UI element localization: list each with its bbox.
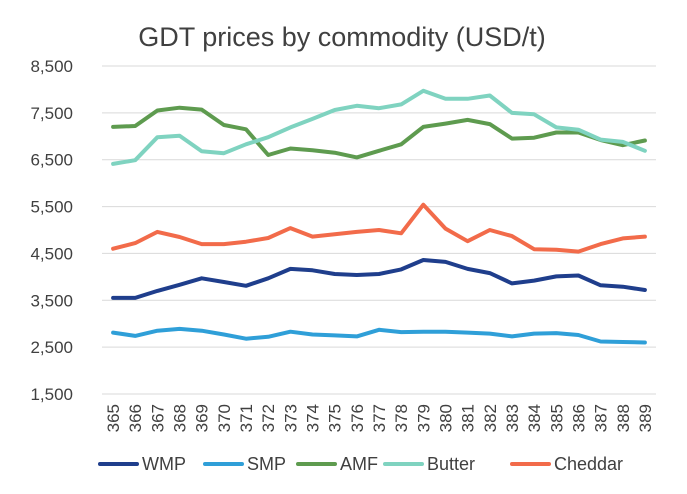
- x-tick-label: 373: [281, 404, 300, 432]
- x-tick-label: 383: [503, 404, 522, 432]
- legend-label-wmp: WMP: [142, 454, 186, 474]
- x-axis-ticks: 365 366 367 368 369 370 371 372 373 374 375 376 377 3…: [104, 404, 655, 432]
- series-line-wmp: [111, 258, 647, 300]
- x-tick-label: 369: [193, 404, 212, 432]
- series-line-smp: [111, 326, 647, 345]
- x-tick-label: 365: [104, 404, 123, 432]
- x-tick-label: 388: [614, 404, 633, 432]
- x-tick-label: 387: [592, 404, 611, 432]
- chart-title: GDT prices by commodity (USD/t): [138, 22, 546, 52]
- legend-label-cheddar: Cheddar: [554, 454, 623, 474]
- gridlines: [102, 65, 656, 395]
- x-tick-label: 371: [237, 404, 256, 432]
- y-tick-label: 8,500: [30, 57, 73, 76]
- x-tick-label: 374: [304, 404, 323, 432]
- x-tick-label: 367: [148, 404, 167, 432]
- y-axis-ticks: 1,500 2,500 3,500 4,500 5,500 6,500 7,500 8,500: [30, 57, 73, 404]
- legend-label-amf: AMF: [340, 454, 378, 474]
- x-tick-label: 384: [525, 404, 544, 432]
- x-tick-label: 386: [569, 404, 588, 432]
- y-tick-label: 7,500: [30, 104, 73, 123]
- series-lines: [111, 88, 647, 345]
- x-tick-label: 368: [171, 404, 190, 432]
- series-line-amf: [111, 105, 647, 160]
- y-tick-label: 6,500: [30, 151, 73, 170]
- x-tick-label: 376: [348, 404, 367, 432]
- x-tick-label: 366: [126, 404, 145, 432]
- x-tick-label: 377: [370, 404, 389, 432]
- x-tick-label: 378: [392, 404, 411, 432]
- x-tick-label: 381: [459, 404, 478, 432]
- y-tick-label: 3,500: [30, 291, 73, 310]
- x-tick-label: 385: [547, 404, 566, 432]
- x-tick-label: 375: [326, 404, 345, 432]
- x-tick-label: 380: [436, 404, 455, 432]
- y-tick-label: 2,500: [30, 338, 73, 357]
- x-tick-label: 372: [259, 404, 278, 432]
- x-tick-label: 379: [414, 404, 433, 432]
- legend-label-smp: SMP: [247, 454, 286, 474]
- y-tick-label: 4,500: [30, 244, 73, 263]
- y-tick-label: 5,500: [30, 198, 73, 217]
- x-tick-label: 370: [215, 404, 234, 432]
- x-tick-label: 382: [481, 404, 500, 432]
- legend-label-butter: Butter: [427, 454, 475, 474]
- legend: WMP SMP AMF Butter Cheddar: [98, 454, 623, 474]
- series-line-cheddar: [111, 202, 647, 254]
- series-line-butter: [111, 88, 647, 166]
- y-tick-label: 1,500: [30, 385, 73, 404]
- x-tick-label: 389: [636, 404, 655, 432]
